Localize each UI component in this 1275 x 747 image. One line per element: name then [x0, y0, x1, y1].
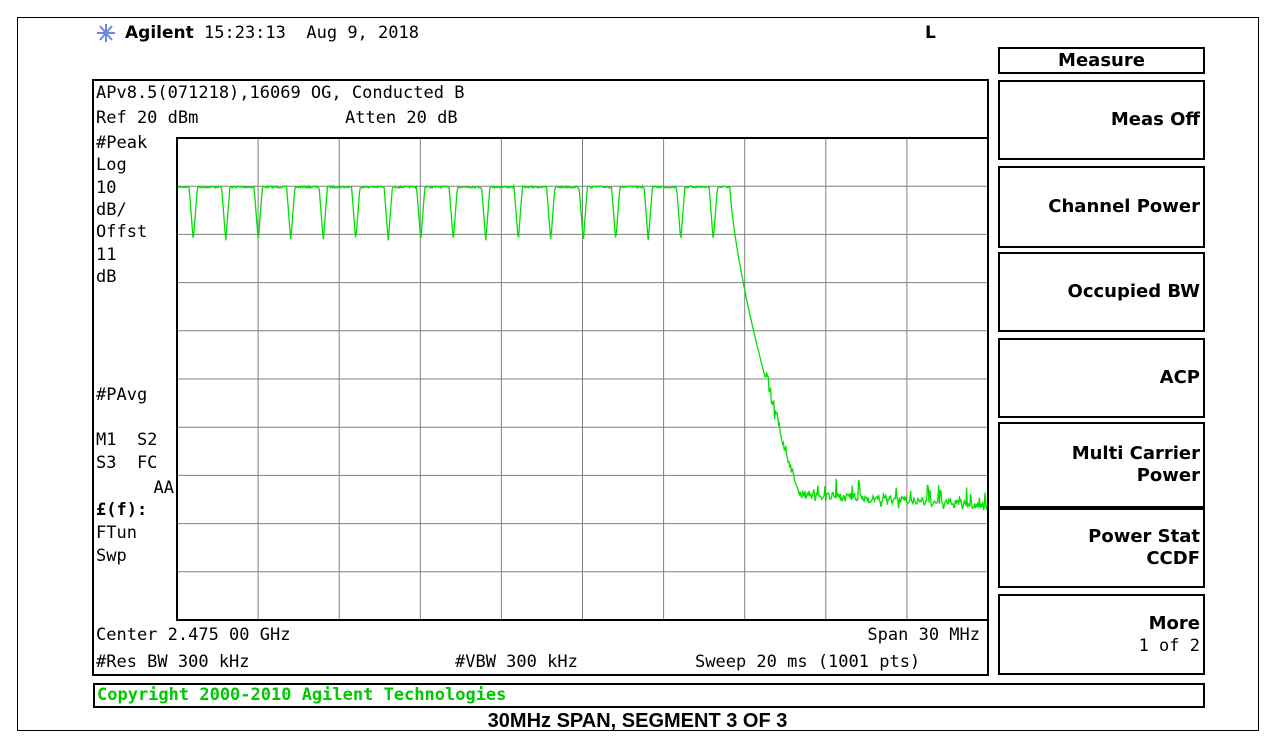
softkey[interactable]: More 1 of 2 — [998, 594, 1205, 675]
status-bar — [93, 683, 1205, 708]
softkey-label: More — [1148, 612, 1200, 634]
logo — [97, 24, 115, 42]
screen-box — [92, 79, 989, 676]
side-label: Offst — [96, 222, 148, 242]
side-label: dB/ — [96, 200, 127, 220]
softkey-label: Power — [1136, 465, 1200, 486]
softkey-label: ACP — [1159, 367, 1200, 388]
side-label: M1 S2 — [96, 430, 158, 450]
side-label: 11 — [96, 245, 117, 265]
attenuation: Atten 20 dB — [345, 108, 458, 128]
brand: Agilent — [125, 23, 194, 43]
frame — [17, 17, 1259, 731]
side-label: S3 FC — [96, 453, 158, 473]
softkey[interactable]: Occupied BW — [998, 252, 1205, 332]
side-label: #Peak — [96, 133, 148, 153]
softkey-label: Meas Off — [1110, 109, 1200, 130]
indicator: L — [925, 23, 936, 43]
caption: 30MHz SPAN, SEGMENT 3 OF 3 — [487, 710, 788, 732]
side-label: FTun — [96, 523, 137, 543]
softkey-label: CCDF — [1146, 548, 1200, 569]
softkey-label: Power Stat — [1088, 526, 1200, 547]
softkey[interactable]: Meas Off — [998, 80, 1205, 160]
softkey-label: Occupied BW — [1067, 281, 1200, 302]
plot-border — [176, 137, 989, 621]
softkey[interactable]: Multi Carrier Power — [998, 422, 1205, 508]
softkey[interactable]: Channel Power — [998, 166, 1205, 248]
span: Span 30 MHz — [867, 625, 980, 645]
softkey[interactable]: ACP — [998, 338, 1205, 418]
side-label: £(f): — [96, 500, 148, 520]
rbw: #Res BW 300 kHz — [96, 652, 250, 672]
softkey-label: Multi Carrier — [1071, 443, 1200, 464]
softkey[interactable]: Power Stat CCDF — [998, 508, 1205, 588]
menu-title: Measure — [998, 47, 1205, 74]
softkey-label: Channel Power — [1048, 196, 1200, 217]
side-label: #PAvg — [96, 385, 148, 405]
side-label: Log — [96, 155, 127, 175]
graticule — [177, 138, 988, 620]
softkey-label: 1 of 2 — [1138, 635, 1200, 656]
side-label: AA — [153, 478, 174, 498]
header: Agilent 15:23:13 Aug 9, 2018 — [125, 23, 419, 43]
time: 15:23:13 — [204, 23, 286, 43]
ref-level: Ref 20 dBm — [96, 108, 199, 128]
center-freq: Center 2.475 00 GHz — [96, 625, 291, 645]
side-label: dB — [96, 267, 117, 287]
sweep: Sweep 20 ms (1001 pts) — [695, 652, 921, 672]
copyright: Copyright 2000-2010 Agilent Technologies — [97, 685, 507, 705]
date: Aug 9, 2018 — [306, 23, 419, 43]
menu-title-text: Measure — [1058, 49, 1145, 71]
info: APv8.5(071218),16069 OG, Conducted B — [96, 83, 465, 103]
side-label: Swp — [96, 546, 127, 566]
side-label: 10 — [96, 178, 117, 198]
trace — [176, 183, 989, 511]
vbw: #VBW 300 kHz — [455, 652, 578, 672]
